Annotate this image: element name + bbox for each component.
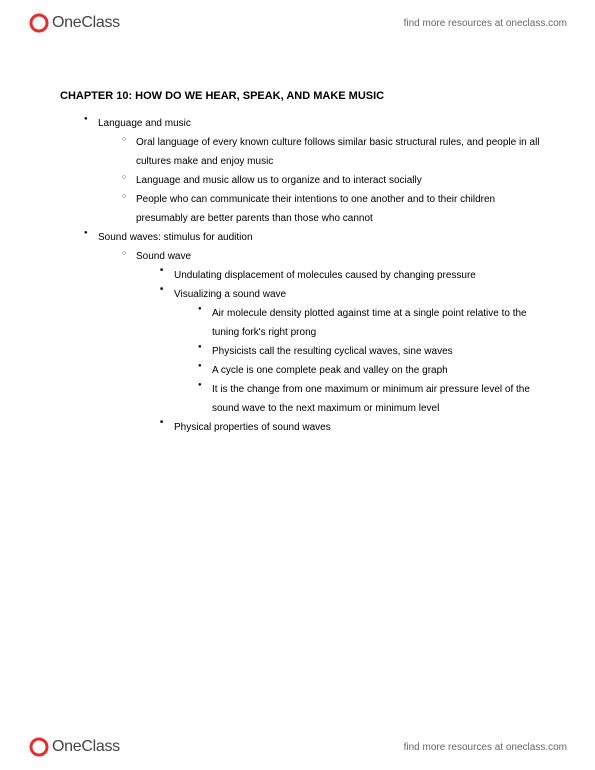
list-item: Sound wave Undulating displacement of mo… bbox=[122, 247, 547, 437]
outline-level-2: Sound wave Undulating displacement of mo… bbox=[98, 247, 547, 437]
logo-one: One bbox=[52, 738, 81, 755]
item-text: Language and music allow us to organize … bbox=[136, 175, 422, 186]
logo-circle-icon bbox=[28, 12, 50, 34]
item-text: Sound wave bbox=[136, 251, 191, 262]
outline-level-4: Air molecule density plotted against tim… bbox=[174, 304, 547, 418]
logo-one: One bbox=[52, 14, 81, 31]
header-bar: OneClass find more resources at oneclass… bbox=[0, 0, 595, 46]
brand-logo: OneClass bbox=[28, 12, 120, 34]
item-text: People who can communicate their intenti… bbox=[136, 194, 495, 224]
item-text: Air molecule density plotted against tim… bbox=[212, 308, 527, 338]
list-item: A cycle is one complete peak and valley … bbox=[198, 361, 547, 380]
list-item: Oral language of every known culture fol… bbox=[122, 133, 547, 171]
item-text: Physicists call the resulting cyclical w… bbox=[212, 346, 453, 357]
item-text: Physical properties of sound waves bbox=[174, 422, 331, 433]
footer-tagline[interactable]: find more resources at oneclass.com bbox=[404, 742, 567, 753]
list-item: Air molecule density plotted against tim… bbox=[198, 304, 547, 342]
list-item: Language and music allow us to organize … bbox=[122, 171, 547, 190]
outline-level-2: Oral language of every known culture fol… bbox=[98, 133, 547, 228]
chapter-title: CHAPTER 10: HOW DO WE HEAR, SPEAK, AND M… bbox=[60, 90, 547, 102]
list-item: Sound waves: stimulus for audition Sound… bbox=[84, 228, 547, 437]
logo-circle-icon bbox=[28, 736, 50, 758]
footer-bar: OneClass find more resources at oneclass… bbox=[0, 724, 595, 770]
list-item: Visualizing a sound wave Air molecule de… bbox=[160, 285, 547, 418]
item-text: Language and music bbox=[98, 118, 191, 129]
item-text: Visualizing a sound wave bbox=[174, 289, 286, 300]
logo-text: OneClass bbox=[52, 14, 120, 32]
item-text: Oral language of every known culture fol… bbox=[136, 137, 540, 167]
outline-level-3: Undulating displacement of molecules cau… bbox=[136, 266, 547, 437]
brand-logo: OneClass bbox=[28, 736, 120, 758]
header-tagline[interactable]: find more resources at oneclass.com bbox=[404, 18, 567, 29]
list-item: Physical properties of sound waves bbox=[160, 418, 547, 437]
item-text: Sound waves: stimulus for audition bbox=[98, 232, 253, 243]
logo-class: Class bbox=[81, 738, 120, 755]
list-item: Undulating displacement of molecules cau… bbox=[160, 266, 547, 285]
logo-text: OneClass bbox=[52, 738, 120, 756]
document-content: CHAPTER 10: HOW DO WE HEAR, SPEAK, AND M… bbox=[60, 90, 547, 437]
item-text: It is the change from one maximum or min… bbox=[212, 384, 530, 414]
logo-class: Class bbox=[81, 14, 120, 31]
item-text: A cycle is one complete peak and valley … bbox=[212, 365, 448, 376]
list-item: It is the change from one maximum or min… bbox=[198, 380, 547, 418]
outline-level-1: Language and music Oral language of ever… bbox=[60, 114, 547, 437]
list-item: Language and music Oral language of ever… bbox=[84, 114, 547, 228]
list-item: Physicists call the resulting cyclical w… bbox=[198, 342, 547, 361]
list-item: People who can communicate their intenti… bbox=[122, 190, 547, 228]
item-text: Undulating displacement of molecules cau… bbox=[174, 270, 476, 281]
